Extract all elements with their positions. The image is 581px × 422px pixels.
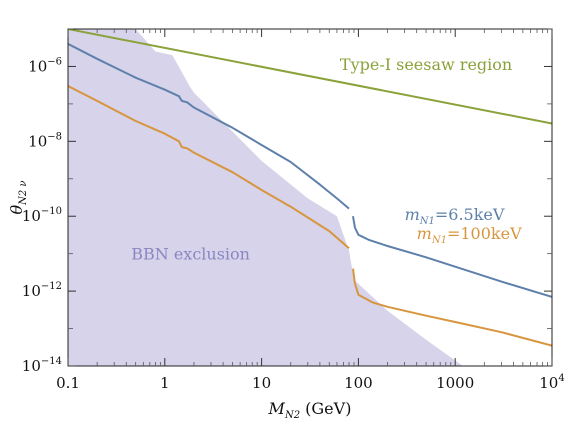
- y-tick-label: 10−14: [22, 356, 62, 375]
- x-tick-label: 100: [344, 374, 373, 392]
- x-tick-label: 0.1: [56, 374, 80, 392]
- plot-frame: [67, 28, 553, 367]
- x-tick-label: 1: [160, 374, 170, 392]
- ticks-layer: 0.1 1 10 100 1000 104 10−6 10−8 10−10 10−12 10−14: [22, 28, 565, 392]
- bbn-exclusion-region: [68, 29, 463, 366]
- y-tick-label: 10−6: [28, 56, 62, 75]
- bbn-exclusion-label: BBN exclusion: [131, 244, 250, 263]
- seesaw-line: [68, 29, 552, 125]
- y-tick-label: 10−10: [22, 206, 62, 225]
- mn1-100kev-line-high-mass: [352, 268, 552, 347]
- x-tick-label: 104: [539, 373, 564, 392]
- mn1-6-5kev-label: mN1=6.5keV: [405, 205, 505, 227]
- mn1-100kev-label: mN1=100keV: [417, 224, 522, 246]
- series-layer: [68, 29, 552, 347]
- labels-layer: BBN exclusion Type-I seesaw region mN1=6.5…: [7, 55, 522, 421]
- mn1-6-5kev-line: [68, 43, 350, 210]
- y-axis-label: θN2 ν: [7, 180, 29, 214]
- regions-layer: [68, 29, 463, 366]
- x-axis-label: MN2 (GeV): [268, 399, 352, 421]
- mn1-6-5kev-line-high-mass: [352, 216, 552, 298]
- y-tick-label: 10−8: [28, 131, 62, 150]
- x-tick-label: 10: [252, 374, 271, 392]
- y-tick-label: 10−12: [22, 281, 62, 300]
- seesaw-label: Type-I seesaw region: [340, 55, 512, 74]
- mn1-100kev-line: [68, 85, 350, 249]
- x-tick-label: 1000: [436, 374, 474, 392]
